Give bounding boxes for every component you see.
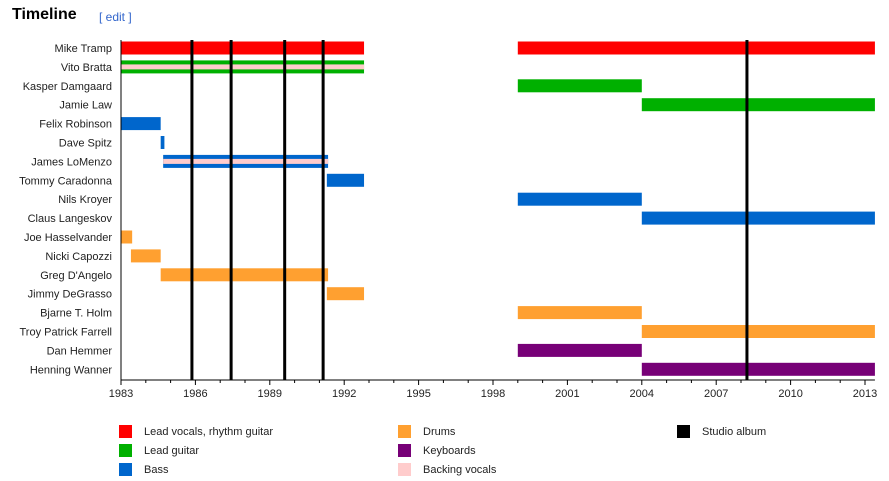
bar-drums: [326, 287, 365, 301]
member-label: Felix Robinson: [39, 119, 112, 131]
bar-bass: [517, 192, 642, 206]
member-label: Dave Spitz: [59, 138, 112, 150]
x-tick-label: 2001: [555, 388, 579, 400]
member-label: Jimmy DeGrasso: [28, 289, 112, 301]
bar-drums: [641, 325, 875, 338]
legend-col-2: Drums Keyboards Backing vocals: [398, 422, 496, 479]
bar-bass: [641, 211, 875, 225]
bar-keys: [641, 362, 875, 376]
legend-col-1: Lead vocals, rhythm guitar Lead guitar B…: [119, 422, 273, 479]
member-label: Nils Kroyer: [58, 194, 112, 206]
swatch-bass: [119, 463, 132, 476]
member-label: Nicki Capozzi: [45, 251, 112, 263]
member-label: Bjarne T. Holm: [40, 308, 112, 320]
member-label: Joe Hasselvander: [24, 232, 112, 244]
bar-backing: [163, 158, 329, 164]
legend-label: Backing vocals: [423, 463, 497, 476]
edit-link[interactable]: [ edit ]: [99, 10, 132, 24]
bar-drums: [160, 268, 329, 282]
legend-label: Lead vocals, rhythm guitar: [144, 425, 274, 438]
swatch-drums: [398, 425, 411, 438]
bar-bass: [326, 173, 365, 187]
bar-bass: [160, 136, 165, 149]
member-label: James LoMenzo: [31, 156, 112, 168]
member-label: Claus Langeskov: [28, 213, 113, 225]
member-label: Vito Bratta: [61, 62, 113, 74]
x-tick-label: 1995: [406, 388, 430, 400]
x-tick-label: 2007: [704, 388, 728, 400]
legend-label: Bass: [144, 463, 169, 476]
legend-item: Drums: [398, 422, 496, 441]
member-label: Mike Tramp: [55, 43, 112, 55]
bar-guitar: [641, 98, 875, 112]
x-tick-label: 2013: [853, 388, 877, 400]
member-label: Kasper Damgaard: [23, 81, 112, 93]
bar-keys: [517, 343, 642, 357]
bar-drums: [517, 306, 642, 320]
legend-item: Backing vocals: [398, 460, 496, 479]
member-label: Jamie Law: [59, 100, 112, 112]
x-tick-label: 2004: [630, 388, 654, 400]
member-label: Henning Wanner: [30, 364, 112, 376]
x-tick-label: 1998: [481, 388, 505, 400]
x-tick-label: 1983: [109, 388, 133, 400]
legend-item: Studio album: [677, 422, 766, 441]
bar-vocals: [121, 41, 365, 55]
bar-bass: [121, 117, 161, 131]
swatch-keys: [398, 444, 411, 457]
x-tick-label: 1986: [183, 388, 207, 400]
section-title: Timeline: [12, 6, 77, 23]
legend-item: Lead vocals, rhythm guitar: [119, 422, 273, 441]
member-label: Troy Patrick Farrell: [20, 327, 113, 339]
swatch-backing: [398, 463, 411, 476]
legend-label: Drums: [423, 425, 456, 438]
timeline-chart: Mike Tramp Vito Bratta Kasper Damgaard Jami…: [19, 40, 877, 400]
bar-guitar: [517, 79, 642, 93]
x-tick-label: 1992: [332, 388, 356, 400]
bar-backing: [121, 64, 365, 70]
swatch-album: [677, 425, 690, 438]
x-tick-label: 1989: [258, 388, 282, 400]
legend-item: Keyboards: [398, 441, 496, 460]
x-tick-label: 2010: [778, 388, 802, 400]
legend-label: Keyboards: [423, 444, 476, 457]
swatch-vocals: [119, 425, 132, 438]
member-label: Dan Hemmer: [47, 345, 113, 357]
member-label: Greg D'Angelo: [40, 270, 112, 282]
member-label: Tommy Caradonna: [19, 175, 113, 187]
legend-label: Lead guitar: [144, 444, 200, 457]
swatch-guitar: [119, 444, 132, 457]
legend-col-3: Studio album: [677, 422, 766, 441]
bar-drums: [130, 249, 161, 263]
legend-label: Studio album: [702, 425, 767, 438]
bar-vocals: [517, 41, 875, 55]
legend-item: Lead guitar: [119, 441, 273, 460]
legend-item: Bass: [119, 460, 273, 479]
bar-drums: [121, 230, 133, 244]
